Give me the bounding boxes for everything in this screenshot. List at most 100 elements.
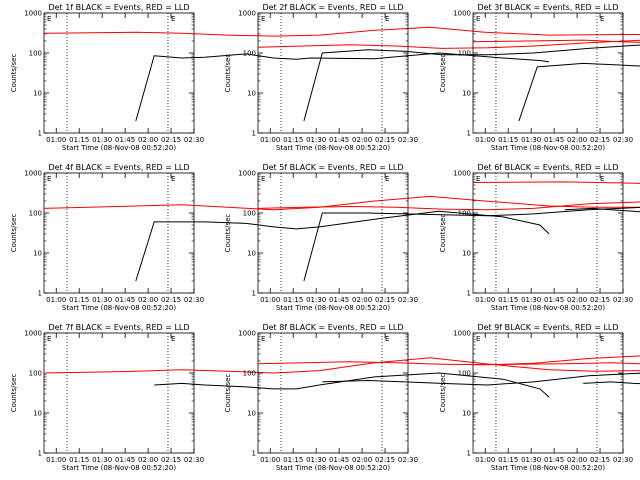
x-tick-label: 02:15 xyxy=(161,136,181,144)
e-marker-label: E xyxy=(385,175,389,183)
x-tick-label: 01:45 xyxy=(544,296,564,304)
x-tick-label: 02:30 xyxy=(184,296,204,304)
y-tick-label: 10 xyxy=(462,90,471,98)
y-tick-label: 100 xyxy=(29,370,42,378)
detector-panel-1: Det 1f BLACK = Events, RED = LLD11010010… xyxy=(10,3,640,152)
e-marker-label: E xyxy=(171,335,175,343)
y-tick-label: 1000 xyxy=(24,170,42,178)
y-tick-label: 1000 xyxy=(24,330,42,338)
x-tick-label: 01:45 xyxy=(115,136,135,144)
x-tick-label: 02:30 xyxy=(398,136,418,144)
x-tick-label: 02:15 xyxy=(161,456,181,464)
plot-frame xyxy=(257,172,409,294)
plot-frame xyxy=(43,12,195,134)
panel-title: Det 2f BLACK = Events, RED = LLD xyxy=(262,3,403,12)
x-tick-label: 02:15 xyxy=(375,136,395,144)
y-tick-label: 1 xyxy=(467,130,471,138)
x-tick-label: 01:00 xyxy=(260,456,280,464)
y-axis-label: Counts/sec xyxy=(439,374,447,413)
x-tick-label: 02:00 xyxy=(567,136,587,144)
x-axis-label: Start Time (08-Nov-08 00:52:20) xyxy=(491,304,605,312)
x-axis-label: Start Time (08-Nov-08 00:52:20) xyxy=(62,144,176,152)
x-tick-label: 01:15 xyxy=(498,456,518,464)
x-tick-label: 02:00 xyxy=(138,296,158,304)
detector-panel-6: Det 6f BLACK = Events, RED = LLD 1 10 100 10… xyxy=(439,163,640,312)
e-marker-label: E xyxy=(47,175,51,183)
lld-series-line xyxy=(257,201,640,211)
x-tick-label: 01:00 xyxy=(475,136,495,144)
panel-title: Det 8f BLACK = Events, RED = LLD xyxy=(262,323,403,332)
y-axis-label: Counts/sec xyxy=(10,374,18,413)
x-tick-label: 02:30 xyxy=(398,456,418,464)
x-tick-label: 02:00 xyxy=(352,456,372,464)
e-marker-label: E xyxy=(476,175,480,183)
events-series-line xyxy=(135,210,550,282)
x-tick-label: 01:45 xyxy=(115,456,135,464)
detector-panel-2: Det 2f BLACK = Events, RED = LLD11010010… xyxy=(224,3,640,152)
x-tick-label: 02:30 xyxy=(398,296,418,304)
x-tick-label: 02:15 xyxy=(161,296,181,304)
panel-title: Det 4f BLACK = Events, RED = LLD xyxy=(48,163,189,172)
detector-panel-7: Det 7f BLACK = Events, RED = LLD11010010… xyxy=(10,323,640,472)
y-tick-label: 1 xyxy=(252,290,256,298)
x-tick-label: 02:00 xyxy=(352,296,372,304)
x-axis-label: Start Time (08-Nov-08 00:52:20) xyxy=(276,304,390,312)
x-tick-label: 01:30 xyxy=(306,136,326,144)
x-tick-label: 01:45 xyxy=(544,136,564,144)
events-series-line xyxy=(135,52,550,122)
y-tick-label: 1000 xyxy=(238,330,256,338)
x-tick-label: 01:30 xyxy=(521,296,541,304)
events-series-line xyxy=(518,62,640,122)
e-marker-label: E xyxy=(261,15,265,23)
e-marker-label: E xyxy=(476,335,480,343)
x-tick-label: 01:30 xyxy=(521,456,541,464)
lld-series-line xyxy=(257,39,640,49)
x-tick-label: 02:00 xyxy=(567,456,587,464)
x-tick-label: 02:30 xyxy=(613,136,633,144)
x-tick-label: 02:00 xyxy=(138,136,158,144)
x-tick-label: 01:45 xyxy=(544,456,564,464)
x-tick-label: 01:15 xyxy=(69,456,89,464)
x-tick-label: 01:45 xyxy=(329,296,349,304)
x-tick-label: 01:15 xyxy=(69,296,89,304)
lld-series-line xyxy=(472,362,640,366)
plot-frame xyxy=(472,332,624,454)
y-tick-label: 10 xyxy=(33,90,42,98)
e-marker-label: E xyxy=(47,335,51,343)
y-tick-label: 100 xyxy=(243,370,256,378)
y-axis-label: Counts/sec xyxy=(439,214,447,253)
y-tick-label: 1 xyxy=(252,130,256,138)
events-series-line xyxy=(322,372,640,386)
y-tick-label: 10 xyxy=(247,410,256,418)
y-tick-label: 100 xyxy=(29,50,42,58)
plot-frame xyxy=(472,12,624,134)
x-tick-label: 02:15 xyxy=(375,296,395,304)
y-tick-label: 1 xyxy=(38,130,42,138)
x-tick-label: 02:15 xyxy=(590,456,610,464)
x-tick-label: 01:30 xyxy=(92,296,112,304)
y-tick-label: 1000 xyxy=(453,330,471,338)
x-tick-label: 01:15 xyxy=(69,136,89,144)
plot-frame xyxy=(43,172,195,294)
x-tick-label: 01:30 xyxy=(521,136,541,144)
x-axis-label: Start Time (08-Nov-08 00:52:20) xyxy=(491,144,605,152)
x-axis-label: Start Time (08-Nov-08 00:52:20) xyxy=(276,464,390,472)
y-tick-label: 10 xyxy=(33,250,42,258)
y-tick-label: 1000 xyxy=(238,170,256,178)
detector-panel-9: Det 9f BLACK = Events, RED = LLD 1 10 100 10… xyxy=(439,323,640,472)
x-tick-label: 01:15 xyxy=(498,136,518,144)
x-tick-label: 02:30 xyxy=(184,136,204,144)
panel-title: Det 3f BLACK = Events, RED = LLD xyxy=(477,3,618,12)
x-tick-label: 01:30 xyxy=(92,136,112,144)
x-axis-label: Start Time (08-Nov-08 00:52:20) xyxy=(62,304,176,312)
lld-series-line xyxy=(472,39,640,43)
panel-title: Det 9f BLACK = Events, RED = LLD xyxy=(477,323,618,332)
x-axis-label: Start Time (08-Nov-08 00:52:20) xyxy=(276,144,390,152)
x-tick-label: 02:15 xyxy=(590,296,610,304)
x-tick-label: 02:00 xyxy=(138,456,158,464)
y-tick-label: 100 xyxy=(29,210,42,218)
events-series-line xyxy=(303,44,640,122)
x-tick-label: 01:00 xyxy=(46,456,66,464)
x-tick-label: 02:30 xyxy=(613,456,633,464)
events-series-line xyxy=(564,207,640,213)
